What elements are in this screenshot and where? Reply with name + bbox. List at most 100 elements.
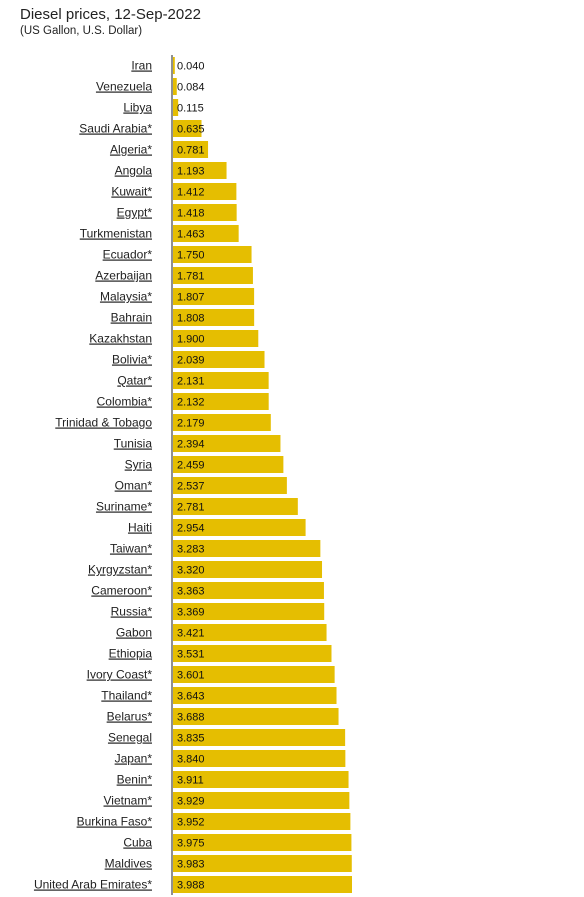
country-link[interactable]: Belarus*: [107, 710, 153, 724]
value-label: 2.537: [177, 481, 205, 493]
value-label: 1.808: [177, 313, 205, 325]
bar: [173, 372, 269, 389]
bar: [173, 771, 349, 788]
value-label: 0.781: [177, 145, 205, 157]
country-link[interactable]: Bahrain: [111, 311, 152, 325]
country-link[interactable]: Kuwait*: [111, 185, 152, 199]
country-link[interactable]: Vietnam*: [104, 794, 153, 808]
bar: [173, 624, 327, 641]
value-label: 3.369: [177, 607, 205, 619]
bar: [173, 792, 350, 809]
bar: [173, 288, 255, 305]
value-label: 3.601: [177, 670, 205, 682]
country-link[interactable]: Venezuela: [96, 80, 152, 94]
bar: [173, 393, 269, 410]
bar: [173, 57, 175, 74]
chart-subtitle: (US Gallon, U.S. Dollar): [20, 25, 143, 37]
bar: [173, 477, 287, 494]
country-link[interactable]: Colombia*: [97, 395, 153, 409]
value-label: 3.643: [177, 691, 205, 703]
country-link[interactable]: Cameroon*: [91, 584, 152, 598]
value-label: 2.394: [177, 439, 205, 451]
value-label: 3.835: [177, 733, 205, 745]
value-label: 2.039: [177, 355, 205, 367]
bar: [173, 120, 202, 137]
value-label: 2.132: [177, 397, 205, 409]
bar: [173, 183, 237, 200]
value-label: 0.115: [177, 103, 204, 115]
value-label: 0.635: [177, 124, 205, 136]
value-label: 2.459: [177, 460, 205, 472]
country-link[interactable]: Tunisia: [114, 437, 153, 451]
country-link[interactable]: Trinidad & Tobago: [55, 416, 152, 430]
country-link[interactable]: Azerbaijan: [95, 269, 152, 283]
bar: [173, 519, 306, 536]
country-link[interactable]: Libya: [123, 101, 152, 115]
value-label: 1.412: [177, 187, 205, 199]
bar: [173, 687, 337, 704]
bar: [173, 561, 323, 578]
value-label: 3.983: [177, 859, 205, 871]
country-link[interactable]: Oman*: [115, 479, 153, 493]
value-label: 1.781: [177, 271, 205, 283]
bar: [173, 330, 259, 347]
bar: [173, 708, 339, 725]
country-link[interactable]: Turkmenistan: [80, 227, 152, 241]
value-label: 2.781: [177, 502, 205, 514]
value-label: 2.131: [177, 376, 205, 388]
country-link[interactable]: Angola: [115, 164, 153, 178]
value-label: 1.900: [177, 334, 205, 346]
country-link[interactable]: Haiti: [128, 521, 152, 535]
country-link[interactable]: Kyrgyzstan*: [88, 563, 152, 577]
country-link[interactable]: Japan*: [115, 752, 153, 766]
value-label: 3.531: [177, 649, 205, 661]
country-link[interactable]: Qatar*: [117, 374, 152, 388]
value-label: 0.040: [177, 61, 205, 73]
bar: [173, 603, 325, 620]
bar: [173, 813, 351, 830]
value-label: 3.952: [177, 817, 205, 829]
bar: [173, 645, 332, 662]
value-label: 1.750: [177, 250, 205, 262]
country-link[interactable]: Egypt*: [117, 206, 153, 220]
bar: [173, 498, 298, 515]
country-link[interactable]: Malaysia*: [100, 290, 152, 304]
country-link[interactable]: Taiwan*: [110, 542, 152, 556]
country-link[interactable]: Algeria*: [110, 143, 152, 157]
country-link[interactable]: Russia*: [111, 605, 153, 619]
value-label: 3.688: [177, 712, 205, 724]
value-label: 3.911: [177, 775, 204, 787]
bar: [173, 876, 352, 893]
country-link[interactable]: United Arab Emirates*: [34, 878, 152, 892]
value-label: 1.193: [177, 166, 205, 178]
bar: [173, 225, 239, 242]
country-link[interactable]: Maldives: [105, 857, 152, 871]
value-label: 2.954: [177, 523, 205, 535]
country-link[interactable]: Burkina Faso*: [77, 815, 153, 829]
country-link[interactable]: Suriname*: [96, 500, 152, 514]
country-link[interactable]: Ethiopia: [109, 647, 153, 661]
bar: [173, 435, 281, 452]
value-label: 3.363: [177, 586, 205, 598]
country-link[interactable]: Gabon: [116, 626, 152, 640]
value-label: 1.463: [177, 229, 205, 241]
country-link[interactable]: Benin*: [117, 773, 153, 787]
country-link[interactable]: Ivory Coast*: [87, 668, 153, 682]
value-label: 3.283: [177, 544, 205, 556]
value-label: 3.929: [177, 796, 205, 808]
country-link[interactable]: Kazakhstan: [89, 332, 152, 346]
country-link[interactable]: Bolivia*: [112, 353, 152, 367]
country-link[interactable]: Thailand*: [101, 689, 152, 703]
country-link[interactable]: Ecuador*: [103, 248, 153, 262]
country-link[interactable]: Cuba: [123, 836, 152, 850]
country-link[interactable]: Iran: [131, 59, 152, 73]
value-label: 1.807: [177, 292, 205, 304]
country-link[interactable]: Saudi Arabia*: [79, 122, 152, 136]
value-label: 2.179: [177, 418, 205, 430]
country-link[interactable]: Senegal: [108, 731, 152, 745]
bar: [173, 267, 253, 284]
country-link[interactable]: Syria: [125, 458, 153, 472]
bar: [173, 246, 252, 263]
bar: [173, 99, 179, 116]
